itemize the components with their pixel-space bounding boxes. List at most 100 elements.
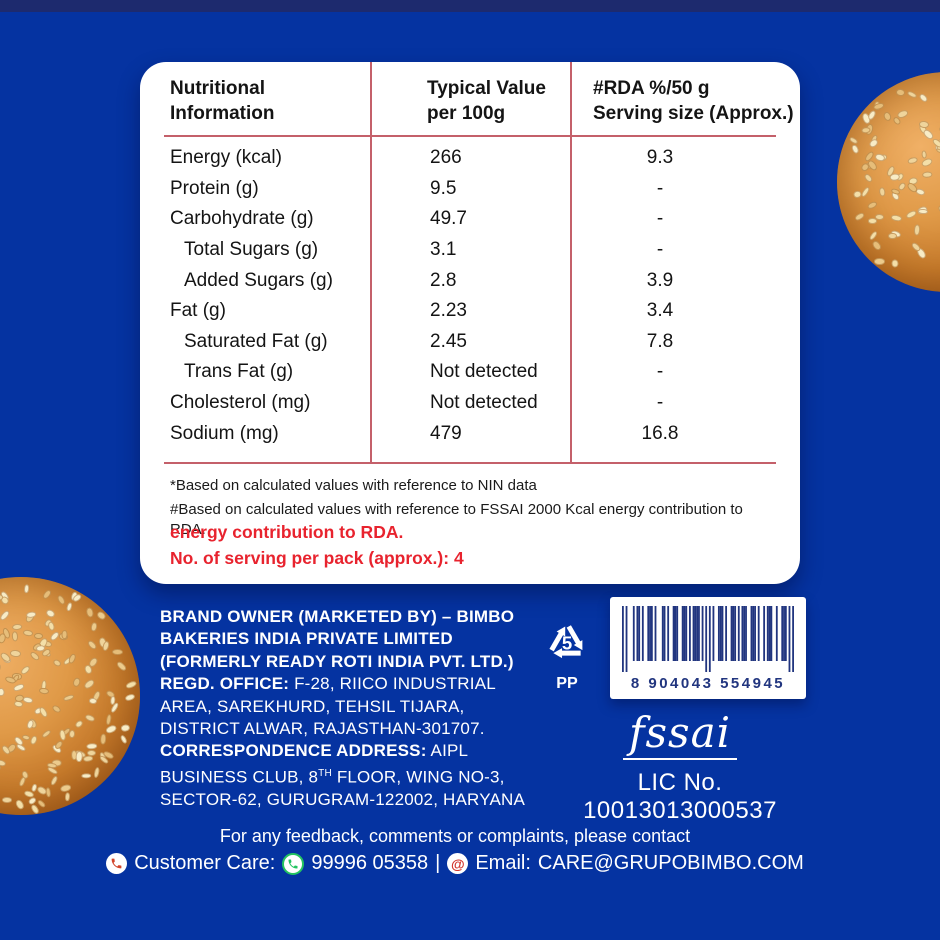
sesame-seed — [891, 213, 903, 222]
brand-text-segment: (FORMERLY READY ROTI INDIA PVT. LTD.) — [160, 651, 514, 671]
footnote-fssai: #Based on calculated values with referen… — [170, 501, 743, 538]
nutrition-row: Added Sugars (g) 2.8 3.9 — [140, 265, 800, 296]
table-header-underline — [164, 135, 776, 137]
sesame-seed — [913, 224, 921, 235]
sesame-seed — [0, 758, 7, 768]
nutrition-row: Carbohydrate (g) 49.7 - — [140, 204, 800, 235]
sesame-seed — [120, 723, 131, 732]
nutrient-value: Not detected — [430, 361, 538, 383]
recycling-triangle-icon: 5 PP — [536, 612, 598, 698]
sesame-seed — [58, 783, 72, 793]
sesame-seed — [12, 682, 25, 693]
sesame-seed — [865, 200, 878, 211]
sesame-seed — [906, 89, 918, 99]
table-divider-vertical-2 — [570, 62, 572, 462]
barcode: 8 904043 554945 — [610, 597, 806, 699]
sesame-seed — [0, 609, 11, 622]
brand-text-segment: F-28, RIICO INDUSTRIAL — [289, 674, 496, 694]
sesame-seed — [888, 232, 897, 240]
brand-text-segment: DISTRICT ALWAR, RAJASTHAN-301707. — [160, 719, 485, 739]
sesame-seed — [100, 732, 107, 744]
nutrient-value: 49.7 — [430, 208, 467, 230]
sesame-seed — [878, 187, 886, 197]
sesame-seed — [860, 186, 871, 198]
nutrient-label: Total Sugars (g) — [184, 239, 319, 261]
header-line: #RDA %/50 g — [593, 78, 710, 99]
brand-text-segment: BUSINESS CLUB, 8 — [160, 767, 319, 787]
fssai-license-number: LIC No. 10013013000537 — [583, 769, 777, 824]
sesame-seed — [37, 705, 49, 718]
nutrient-label: Protein (g) — [170, 177, 259, 199]
sesame-seed — [9, 649, 21, 658]
nutrient-rda: 16.8 — [641, 422, 679, 444]
brand-text-segment: TH — [318, 767, 332, 779]
phone-icon — [106, 853, 128, 874]
sesame-seed — [873, 258, 885, 265]
customer-care-number: 99996 05358 — [311, 852, 429, 874]
contact-line: Customer Care: 99996 05358 | @ Email: CA… — [0, 852, 910, 875]
sesame-seed — [905, 209, 918, 220]
sesame-seed — [11, 623, 23, 631]
sesame-seed — [29, 650, 41, 661]
header-line: Nutritional — [170, 78, 265, 99]
sesame-seed — [882, 111, 893, 122]
brand-text-segment: REGD. OFFICE: — [160, 674, 290, 694]
sesame-seed — [854, 211, 866, 222]
sesame-seed — [86, 638, 98, 651]
sesame-seed — [917, 92, 929, 104]
header-rda: #RDA %/50 g Serving size (Approx.) — [570, 76, 800, 126]
top-band — [0, 0, 940, 12]
sesame-seed — [62, 693, 76, 702]
table-divider-vertical-1 — [370, 62, 372, 462]
sesame-seed — [75, 751, 84, 763]
sesame-seed — [72, 677, 82, 689]
fssai-logo: fssai — [622, 710, 738, 760]
nutrient-value: 3.1 — [430, 239, 457, 261]
sesame-seed — [918, 120, 930, 129]
nutrient-value: 266 — [430, 147, 462, 169]
nutrition-table-header: Nutritional Information Typical Value pe… — [140, 76, 800, 126]
sesame-seed — [105, 724, 118, 735]
nutrition-card: Nutritional Information Typical Value pe… — [140, 62, 800, 584]
nutrient-rda: 3.9 — [646, 269, 674, 291]
nutrition-row: Sodium (mg) 479 16.8 — [140, 418, 800, 449]
sesame-seed — [105, 713, 113, 726]
sesame-seed — [101, 640, 111, 652]
sesame-seed — [11, 631, 19, 641]
sesame-seed — [56, 593, 68, 606]
brand-text-segment: SECTOR-62, GURUGRAM-122002, HARYANA — [160, 789, 526, 809]
nutrition-row: Cholesterol (mg) Not detected - — [140, 388, 800, 419]
header-typical-value: Typical Value per 100g — [370, 76, 570, 126]
sesame-seed — [90, 622, 98, 632]
brand-text-segment: AREA, SAREKHURD, TEHSIL TIJARA, — [160, 696, 465, 716]
sesame-seed — [921, 157, 934, 168]
sesame-seed — [871, 239, 883, 252]
nutrient-rda: - — [656, 208, 664, 230]
feedback-line: For any feedback, comments or complaints… — [219, 826, 691, 846]
nutrient-rda: - — [656, 361, 664, 383]
email-label: Email: — [475, 852, 531, 874]
nutrient-label: Added Sugars (g) — [184, 269, 333, 291]
brand-text-segment: FLOOR, WING NO-3, — [331, 767, 505, 787]
sesame-seed — [96, 610, 108, 621]
sesame-seed — [866, 158, 879, 172]
nutrition-row: Energy (kcal) 266 9.3 — [140, 143, 800, 174]
at-email-icon: @ — [447, 853, 469, 874]
sesame-seed — [83, 678, 97, 691]
header-line: Information — [170, 103, 275, 124]
sesame-seed — [51, 657, 62, 668]
nutrition-table-rows: Energy (kcal) 266 9.3 Protein (g) 9.5- Carboh… — [140, 143, 800, 449]
nutrient-label: Carbohydrate (g) — [170, 208, 314, 230]
highlight-energy-contribution: energy contribution to RDA. — [170, 522, 404, 542]
highlight-servings-per-pack: No. of serving per pack (approx.): 4 — [170, 548, 464, 568]
sesame-seed — [0, 687, 6, 697]
nutrition-row: Saturated Fat (g) 2.45 7.8 — [140, 327, 800, 358]
sesame-seed — [41, 588, 53, 601]
sesame-seed — [25, 610, 37, 619]
sesame-seed — [23, 583, 30, 594]
separator: | — [435, 852, 441, 874]
brand-owner-address: BRAND OWNER (MARKETED BY) – BIMBO BAKERIE… — [160, 606, 570, 811]
header-line: Typical Value — [427, 78, 546, 99]
sesame-seed — [867, 218, 878, 225]
